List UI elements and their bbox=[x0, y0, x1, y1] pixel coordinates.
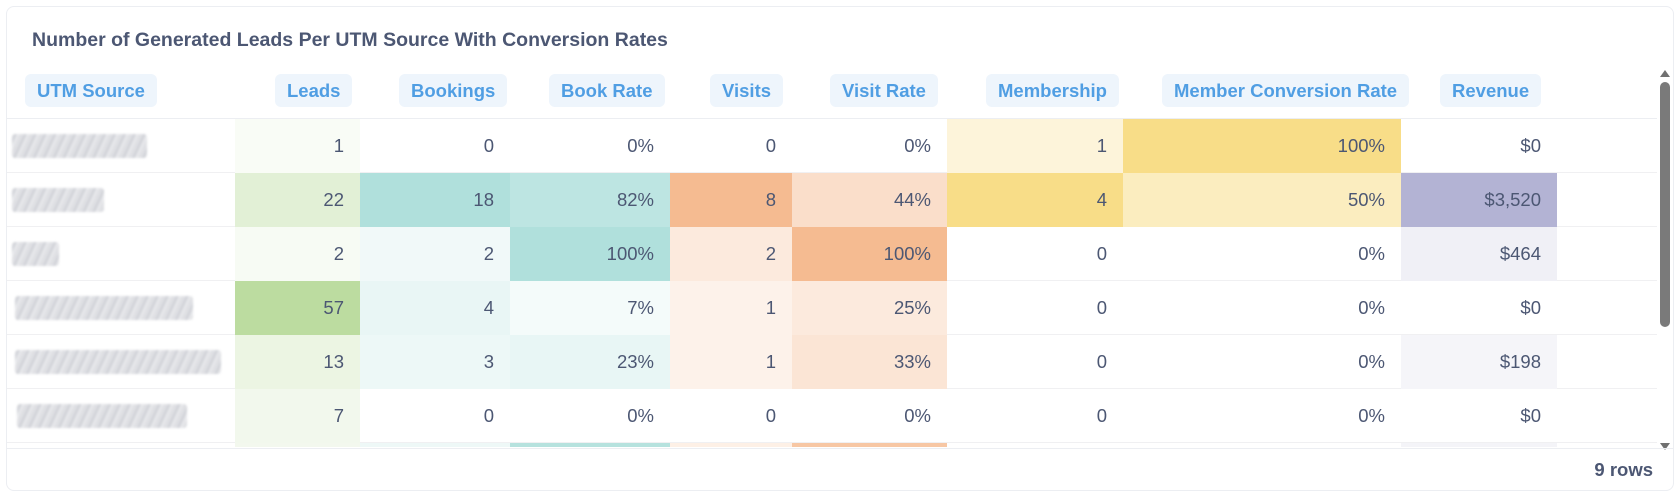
footer-divider bbox=[7, 448, 1673, 449]
header-utm-source[interactable]: UTM Source bbox=[25, 74, 157, 107]
cell-visits[interactable]: 2 bbox=[670, 227, 792, 281]
cell-book-rate[interactable]: 7% bbox=[510, 281, 670, 335]
cell-visit-rate[interactable]: 33% bbox=[792, 335, 947, 389]
cell-book-rate[interactable]: 0% bbox=[627, 135, 654, 156]
cell-member-rate[interactable]: 0% bbox=[1358, 405, 1385, 426]
cell-revenue[interactable]: $3,520 bbox=[1401, 173, 1557, 227]
cell-partial bbox=[510, 443, 670, 447]
cell-visit-rate[interactable]: 25% bbox=[792, 281, 947, 335]
cell-membership[interactable]: 0 bbox=[1096, 243, 1107, 264]
cell-visit-rate[interactable]: 100% bbox=[792, 227, 947, 281]
cell-member-rate[interactable]: 0% bbox=[1358, 351, 1385, 372]
cell-bookings[interactable]: 4 bbox=[360, 281, 510, 335]
cell-bookings[interactable]: 0 bbox=[483, 135, 494, 156]
cell-visits[interactable]: 8 bbox=[670, 173, 792, 227]
utm-source-redacted bbox=[15, 296, 193, 320]
cell-bookings[interactable]: 18 bbox=[360, 173, 510, 227]
scroll-down-arrow-icon[interactable] bbox=[1660, 443, 1670, 450]
row-count: 9 rows bbox=[1594, 459, 1653, 480]
cell-leads[interactable]: 1 bbox=[235, 119, 360, 173]
cell-book-rate[interactable]: 82% bbox=[510, 173, 670, 227]
header-divider bbox=[7, 118, 1657, 119]
vertical-scrollbar[interactable] bbox=[1659, 70, 1671, 450]
cell-book-rate[interactable]: 23% bbox=[510, 335, 670, 389]
cell-book-rate[interactable]: 0% bbox=[627, 405, 654, 426]
cell-member-rate[interactable]: 0% bbox=[1358, 243, 1385, 264]
table-row[interactable]: 2 2 100% 2 100% 0 0% $464 bbox=[7, 227, 1657, 281]
cell-member-rate[interactable]: 100% bbox=[1123, 119, 1401, 173]
cell-partial bbox=[360, 443, 510, 447]
cell-membership[interactable]: 0 bbox=[1096, 297, 1107, 318]
question-card: Number of Generated Leads Per UTM Source… bbox=[6, 6, 1674, 491]
table-row[interactable]: 13 3 23% 1 33% 0 0% $198 bbox=[7, 335, 1657, 389]
cell-visits[interactable]: 0 bbox=[765, 405, 776, 426]
table-row[interactable]: 1 0 0% 0 0% 1 100% $0 bbox=[7, 119, 1657, 173]
scroll-up-arrow-icon[interactable] bbox=[1660, 70, 1670, 77]
cell-bookings[interactable]: 3 bbox=[360, 335, 510, 389]
cell-member-rate[interactable]: 0% bbox=[1358, 297, 1385, 318]
cell-book-rate[interactable]: 100% bbox=[510, 227, 670, 281]
utm-source-redacted bbox=[17, 404, 187, 428]
cell-visit-rate[interactable]: 0% bbox=[904, 135, 931, 156]
cell-member-rate[interactable]: 50% bbox=[1123, 173, 1401, 227]
cell-leads[interactable]: 13 bbox=[235, 335, 360, 389]
table-row-partial[interactable] bbox=[7, 443, 1657, 447]
utm-source-redacted bbox=[12, 134, 147, 158]
cell-leads[interactable]: 57 bbox=[235, 281, 360, 335]
cell-revenue[interactable]: $0 bbox=[1520, 405, 1541, 426]
cell-membership[interactable]: 0 bbox=[1096, 351, 1107, 372]
cell-visit-rate[interactable]: 0% bbox=[904, 405, 931, 426]
cell-partial bbox=[792, 443, 947, 447]
cell-visits[interactable]: 0 bbox=[765, 135, 776, 156]
cell-membership[interactable]: 1 bbox=[947, 119, 1123, 173]
header-book-rate[interactable]: Book Rate bbox=[549, 74, 665, 107]
header-revenue[interactable]: Revenue bbox=[1440, 74, 1542, 107]
cell-membership[interactable]: 0 bbox=[1096, 405, 1107, 426]
cell-leads[interactable]: 7 bbox=[235, 389, 360, 443]
cell-revenue[interactable]: $464 bbox=[1401, 227, 1557, 281]
table-row[interactable]: 22 18 82% 8 44% 4 50% $3,520 bbox=[7, 173, 1657, 227]
cell-leads[interactable]: 2 bbox=[235, 227, 360, 281]
cell-revenue[interactable]: $0 bbox=[1520, 297, 1541, 318]
header-leads[interactable]: Leads bbox=[275, 74, 353, 107]
cell-visit-rate[interactable]: 44% bbox=[792, 173, 947, 227]
cell-membership[interactable]: 4 bbox=[947, 173, 1123, 227]
utm-source-redacted bbox=[12, 188, 104, 212]
table-row[interactable]: 57 4 7% 1 25% 0 0% $0 bbox=[7, 281, 1657, 335]
cell-leads[interactable]: 22 bbox=[235, 173, 360, 227]
scrollbar-thumb[interactable] bbox=[1660, 82, 1670, 327]
card-title[interactable]: Number of Generated Leads Per UTM Source… bbox=[32, 29, 668, 51]
cell-partial bbox=[670, 443, 792, 447]
cell-partial bbox=[1401, 443, 1557, 447]
cell-partial bbox=[235, 443, 360, 447]
header-membership[interactable]: Membership bbox=[986, 74, 1119, 107]
cell-visits[interactable]: 1 bbox=[670, 281, 792, 335]
cell-bookings[interactable]: 0 bbox=[483, 405, 494, 426]
table-row[interactable]: 7 0 0% 0 0% 0 0% $0 bbox=[7, 389, 1657, 443]
cell-bookings[interactable]: 2 bbox=[360, 227, 510, 281]
data-table: UTM Source Leads Bookings Book Rate Visi… bbox=[7, 62, 1657, 447]
cell-revenue[interactable]: $0 bbox=[1520, 135, 1541, 156]
header-member-conversion-rate[interactable]: Member Conversion Rate bbox=[1162, 74, 1410, 107]
utm-source-redacted bbox=[12, 242, 59, 266]
header-bookings[interactable]: Bookings bbox=[399, 74, 508, 107]
cell-revenue[interactable]: $198 bbox=[1401, 335, 1557, 389]
utm-source-redacted bbox=[15, 350, 221, 374]
cell-visits[interactable]: 1 bbox=[670, 335, 792, 389]
header-visit-rate[interactable]: Visit Rate bbox=[830, 74, 938, 107]
header-visits[interactable]: Visits bbox=[710, 74, 784, 107]
